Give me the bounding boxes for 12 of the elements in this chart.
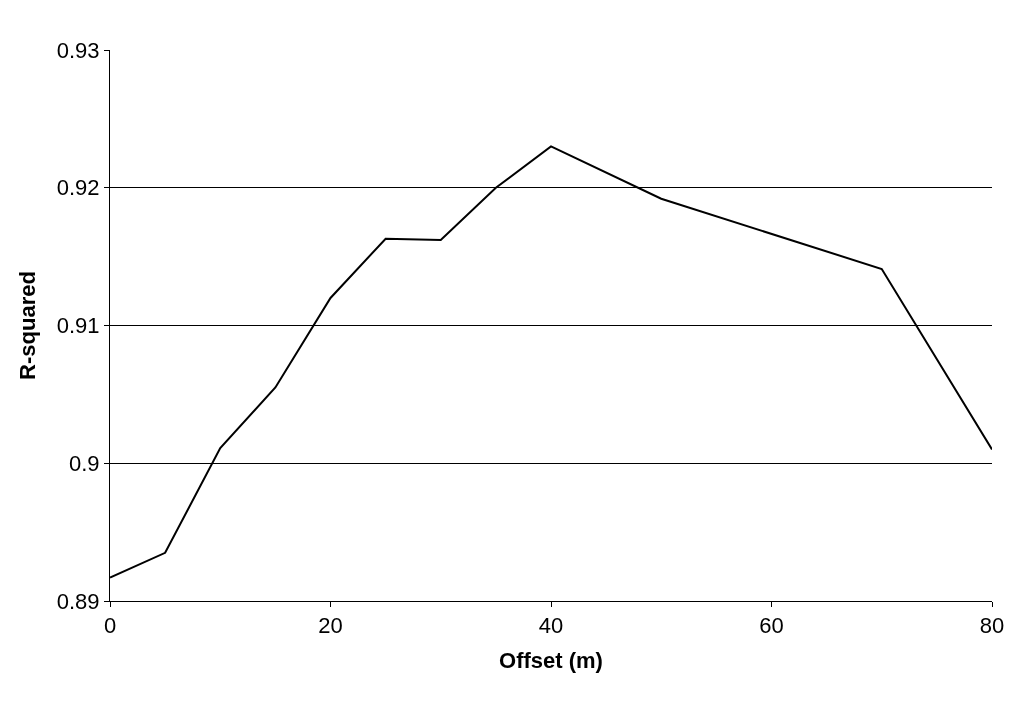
y-tick-label: 0.89 <box>56 588 100 614</box>
y-tick-label: 0.91 <box>56 313 100 339</box>
x-tick-label: 40 <box>538 613 564 639</box>
y-tick-label: 0.92 <box>56 175 100 201</box>
x-tick-label: 60 <box>759 613 784 639</box>
y-tick-label: 0.9 <box>69 450 100 476</box>
x-axis-title: Offset (m) <box>499 648 603 674</box>
y-axis-title: R-squared <box>14 271 40 380</box>
x-tick-label: 0 <box>103 613 117 639</box>
x-tick-label: 20 <box>318 613 343 639</box>
x-tick-label: 80 <box>979 613 1005 639</box>
y-tick-label: 0.93 <box>56 37 100 63</box>
